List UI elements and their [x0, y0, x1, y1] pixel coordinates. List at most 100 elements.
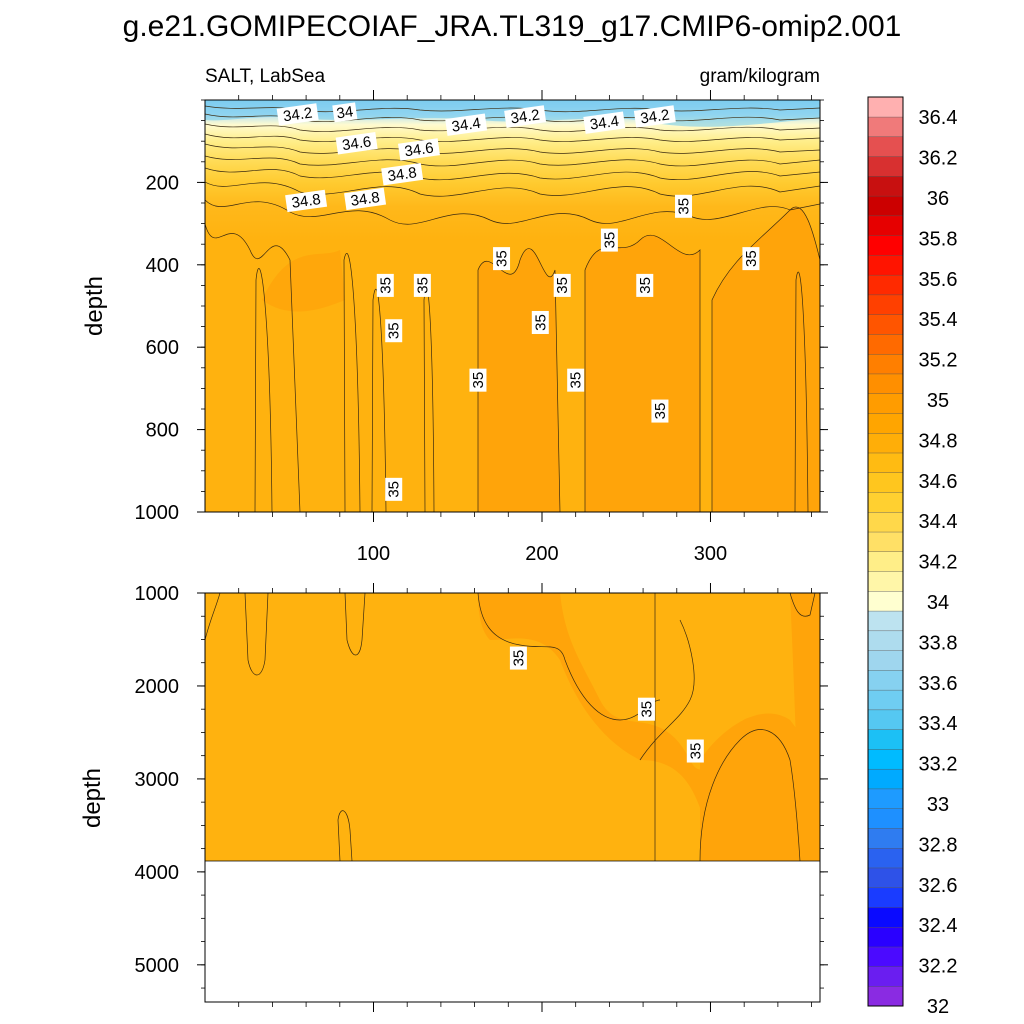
bottom-contour-label-bg — [509, 646, 527, 670]
bottom-contour-label-text: 35 — [510, 650, 527, 667]
colorbar-swatch — [867, 768, 904, 790]
colorbar-swatch — [867, 96, 904, 118]
colorbar-swatch — [867, 551, 904, 572]
top-contour-label-bg — [633, 105, 676, 128]
top-contour-label-bg — [376, 273, 394, 297]
top-contour-label-bg — [531, 310, 549, 334]
top-contour-label: 34.8 — [381, 162, 424, 186]
top-contour-label: 35 — [742, 247, 760, 271]
colorbar-swatch — [867, 156, 904, 177]
bottom-ytick-label: 5000 — [135, 955, 180, 977]
bottom-contour-label-bg — [686, 739, 704, 763]
colorbar-swatch — [867, 116, 904, 138]
colorbar-label: 34 — [927, 592, 949, 614]
top-contour-label-text: 35 — [532, 314, 549, 331]
bottom-isolines — [205, 593, 816, 862]
top-contour-label-text: 34.6 — [403, 139, 434, 160]
top-contour-label-bg — [413, 273, 431, 297]
top-contour-label-text: 35 — [414, 277, 431, 294]
top-contour-label: 35 — [413, 273, 431, 297]
top-contour-label: 34.8 — [344, 187, 387, 211]
colorbar-swatch — [867, 333, 904, 355]
top-contour-label: 34.4 — [445, 113, 488, 136]
top-contour-label-bg — [344, 187, 387, 211]
colorbar-swatch — [867, 906, 904, 928]
top-contour-label: 35 — [675, 194, 693, 218]
colorbar-swatch — [867, 887, 904, 908]
top-contour-label-text: 35 — [470, 372, 487, 389]
colorbar-swatch — [867, 709, 904, 730]
top-panel-field — [205, 100, 820, 512]
top-contour-label-text: 34 — [335, 103, 354, 122]
top-contour-label-text: 35 — [494, 250, 511, 267]
top-contour-label-bg — [285, 189, 328, 213]
bottom-ytick-label: 2000 — [135, 676, 180, 698]
top-contour-label-text: 35 — [568, 372, 585, 389]
top-contour-label-bg — [504, 105, 547, 128]
colorbar-label: 36.4 — [919, 107, 958, 129]
colorbar-swatch — [867, 373, 904, 394]
colorbar-swatch — [867, 966, 904, 987]
colorbar-label: 33.2 — [919, 754, 958, 776]
colorbar-swatch — [867, 531, 904, 553]
saltier-core-a — [478, 248, 560, 512]
top-contour-label: 35 — [553, 273, 571, 297]
colorbar-swatch — [867, 827, 904, 849]
bottom-panel-field — [205, 593, 820, 862]
top-contour-label-text: 34.4 — [589, 113, 620, 134]
top-xtick-label: 300 — [694, 543, 727, 565]
colorbar-swatch — [867, 610, 904, 632]
top-contour-label: 35 — [385, 319, 403, 343]
colorbar-swatch — [867, 630, 904, 651]
top-contour-label: 35 — [493, 247, 511, 271]
top-xtick-label: 100 — [357, 543, 390, 565]
bottom-contour-label-text: 35 — [687, 743, 704, 760]
top-contour-label-text: 35 — [676, 198, 693, 215]
top-ytick-label: 600 — [146, 337, 179, 359]
top-contour-label: 35 — [469, 368, 487, 392]
bottom-contour-label-text: 35 — [638, 701, 655, 718]
colorbar-label: 33.8 — [919, 632, 958, 654]
top-contour-label: 35 — [376, 273, 394, 297]
colorbar-label: 34.6 — [919, 471, 958, 493]
colorbar-label: 32.8 — [919, 834, 958, 856]
bottom-ytick-label: 1000 — [135, 583, 180, 605]
chart-title: g.e21.GOMIPECOIAF_JRA.TL319_g17.CMIP6-om… — [123, 10, 902, 43]
ocean-floor-mask — [205, 861, 820, 1002]
bottom-x-axis — [238, 583, 812, 1012]
colorbar-label: 36.2 — [919, 148, 958, 170]
top-contour-label: 34.4 — [583, 111, 626, 134]
saltier-core-b — [585, 235, 700, 512]
top-contour-label-bg — [385, 319, 403, 343]
colorbar-swatch — [867, 748, 904, 770]
top-contour-label-bg — [381, 162, 424, 186]
top-contour-label-text: 35 — [377, 277, 394, 294]
top-contour-label-text: 35 — [637, 277, 654, 294]
bottom-contour-label-bg — [637, 697, 655, 721]
saltier-core-d — [262, 250, 345, 312]
colorbar-swatch — [867, 294, 904, 315]
colorbar-swatch — [867, 571, 904, 592]
colorbar-swatch — [867, 393, 904, 414]
top-contour-label-text: 35 — [386, 481, 403, 498]
top-contour-label-bg — [397, 138, 440, 161]
top-contour-label-text: 35 — [386, 322, 403, 339]
colorbar-swatch — [867, 729, 904, 750]
top-contour-label-text: 34.8 — [349, 189, 380, 210]
top-contour-label-bg — [469, 368, 487, 392]
bottom-ytick-label: 4000 — [135, 862, 180, 884]
colorbar-frame — [867, 96, 904, 1007]
saltier-core-c — [712, 206, 820, 512]
top-contour-label: 35 — [636, 273, 654, 297]
colorbar-swatch — [867, 669, 904, 691]
colorbar-swatch — [867, 946, 904, 967]
top-contour-label-bg — [675, 194, 693, 218]
top-contour-label-bg — [385, 477, 403, 501]
colorbar-swatch — [867, 808, 904, 829]
top-contour-label-bg — [553, 273, 571, 297]
top-contour-label: 34.2 — [504, 105, 547, 128]
colorbar-swatch — [867, 590, 904, 612]
colorbar-label: 33 — [927, 794, 949, 816]
top-contour-label: 35 — [385, 477, 403, 501]
top-contour-label-text: 34.8 — [291, 191, 322, 212]
